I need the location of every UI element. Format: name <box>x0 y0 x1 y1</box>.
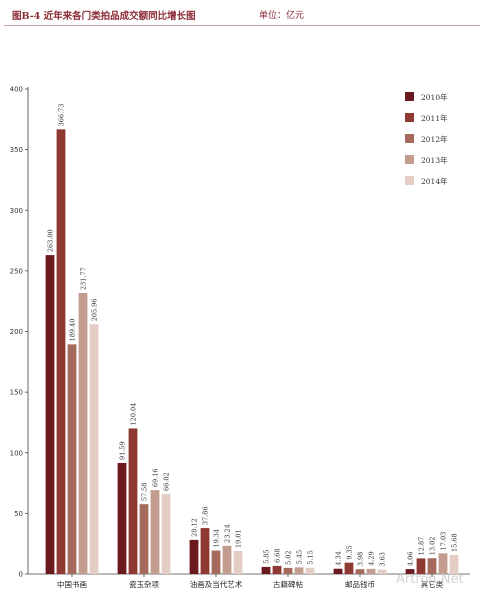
bar <box>305 567 315 574</box>
legend-swatch <box>405 176 414 185</box>
bar-value-label: 19.34 <box>213 529 221 548</box>
bar <box>45 255 55 575</box>
bar-value-label: 69.16 <box>152 469 160 488</box>
bar <box>211 550 221 574</box>
y-tick-label: 150 <box>10 389 23 397</box>
bar <box>283 567 293 574</box>
bar-value-label: 9.35 <box>346 545 354 559</box>
bar <box>128 428 138 574</box>
bar-value-label: 13.02 <box>429 537 437 556</box>
bar-value-label: 6.68 <box>274 548 282 562</box>
bar-value-label: 366.73 <box>58 104 66 127</box>
legend-label: 2010年 <box>421 92 448 102</box>
bar <box>117 462 127 574</box>
watermark: Artron.Net <box>396 572 464 587</box>
bar <box>427 558 437 574</box>
y-tick-label: 200 <box>10 328 23 336</box>
bar <box>294 567 304 574</box>
legend-swatch <box>405 113 414 122</box>
y-tick-label: 400 <box>10 86 23 94</box>
legend-swatch <box>405 155 414 164</box>
x-tick-label: 邮品钱币 <box>345 579 375 589</box>
bar-value-label: 66.02 <box>163 472 171 491</box>
bar-value-label: 12.87 <box>418 537 426 556</box>
bar-value-label: 3.98 <box>357 552 365 566</box>
bar <box>449 554 459 574</box>
legend-swatch <box>405 92 414 101</box>
y-tick-label: 0 <box>19 571 23 579</box>
bar <box>405 569 415 574</box>
x-tick-label: 中国书画 <box>57 579 87 589</box>
figure-title: 图B-4 近年来各门类拍品成交额同比增长图 <box>12 11 196 22</box>
bar <box>189 539 199 574</box>
bar-value-label: 120.04 <box>130 403 138 426</box>
bar-value-label: 17.03 <box>440 532 448 551</box>
x-tick-label: 瓷玉杂项 <box>129 579 159 589</box>
bar <box>377 569 387 574</box>
legend-swatch <box>405 134 414 143</box>
bar-value-label: 3.63 <box>379 552 387 566</box>
x-tick-label: 古籍碑帖 <box>273 579 303 589</box>
bar-value-label: 5.45 <box>296 550 304 564</box>
bar-value-label: 4.29 <box>368 551 376 565</box>
bar-value-label: 91.59 <box>119 441 127 460</box>
bar <box>222 545 232 574</box>
bar-value-label: 5.85 <box>263 549 271 563</box>
bar <box>272 565 282 574</box>
y-tick-label: 50 <box>14 510 23 518</box>
bar-value-label: 28.12 <box>191 518 199 537</box>
x-tick-label: 其它类 <box>421 579 444 589</box>
bar-value-label: 205.96 <box>91 299 99 322</box>
legend-label: 2011年 <box>421 113 448 123</box>
bar <box>416 558 426 574</box>
bar-value-label: 57.58 <box>141 483 149 502</box>
bar <box>233 550 243 574</box>
y-tick-label: 100 <box>10 449 23 457</box>
bar-value-label: 4.34 <box>335 551 343 565</box>
legend-label: 2014年 <box>421 176 448 186</box>
bar-value-label: 19.01 <box>235 529 243 548</box>
bar <box>366 568 376 574</box>
bar-value-label: 263.00 <box>47 229 55 252</box>
bar-value-label: 5.02 <box>285 550 293 564</box>
figure-unit: 单位：亿元 <box>259 11 305 21</box>
bar-value-label: 4.06 <box>407 552 415 566</box>
bar <box>78 292 88 574</box>
bar <box>161 493 171 574</box>
bar-value-label: 5.15 <box>307 550 315 564</box>
bar-value-label: 231.77 <box>80 267 88 290</box>
bar <box>200 528 210 574</box>
bar <box>261 566 271 574</box>
legend-label: 2013年 <box>421 155 448 165</box>
bar <box>333 568 343 574</box>
y-tick-label: 350 <box>10 146 23 154</box>
bar-value-label: 23.24 <box>224 524 232 543</box>
bar-value-label: 189.40 <box>69 319 77 342</box>
figure-header: 图B-4 近年来各门类拍品成交额同比增长图 单位：亿元 <box>4 3 480 26</box>
y-tick-label: 250 <box>10 267 23 275</box>
bar <box>56 129 66 574</box>
y-tick-label: 300 <box>10 207 23 215</box>
bar <box>355 569 365 574</box>
bar <box>89 324 99 574</box>
bar-value-label: 15.68 <box>451 533 459 552</box>
bar <box>150 490 160 574</box>
bar-value-label: 37.86 <box>202 506 210 525</box>
bar <box>139 504 149 574</box>
bar <box>67 344 77 574</box>
bar <box>438 553 448 574</box>
bar <box>344 562 354 574</box>
legend-label: 2012年 <box>421 134 448 144</box>
x-tick-label: 油画及当代艺术 <box>190 579 243 589</box>
